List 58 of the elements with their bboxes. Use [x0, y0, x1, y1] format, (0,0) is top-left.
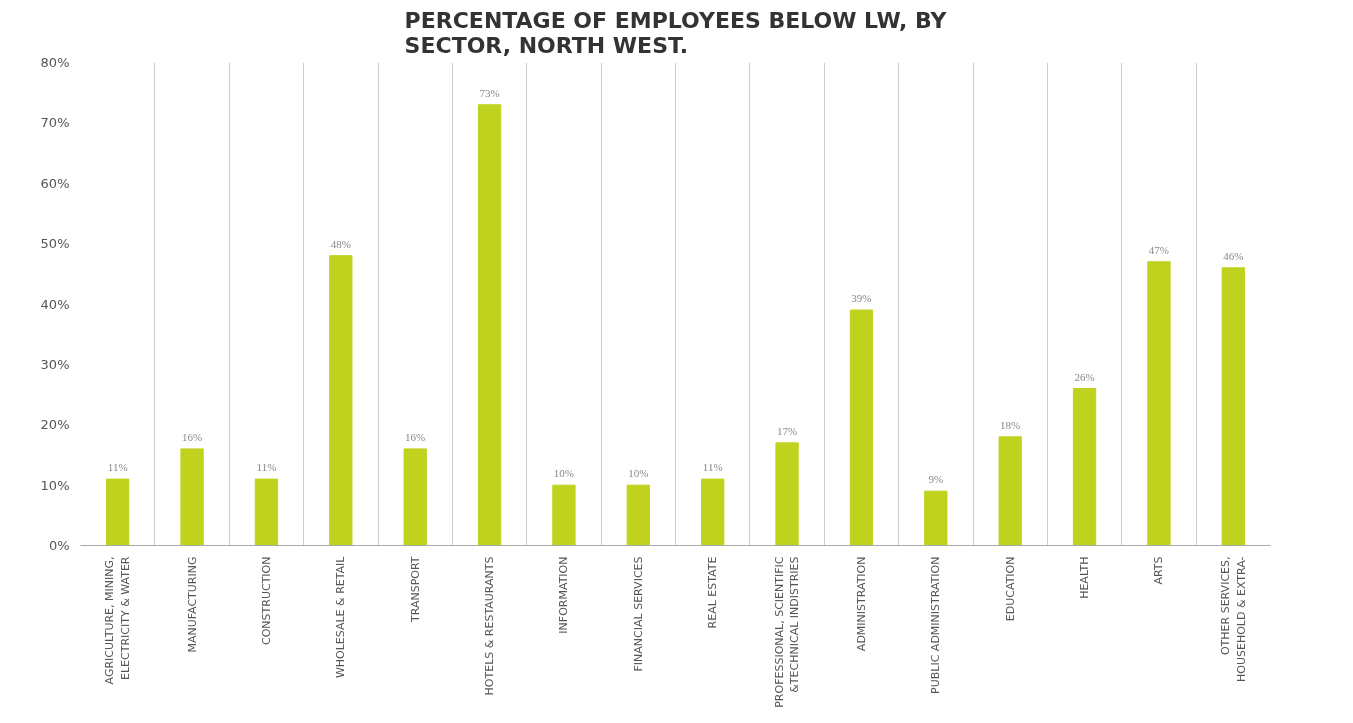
bar — [924, 490, 948, 546]
data-label: 16% — [181, 430, 203, 443]
data-label: 11% — [256, 461, 277, 474]
bar — [403, 448, 427, 546]
data-label: 10% — [628, 467, 649, 480]
bar — [998, 436, 1022, 546]
x-tick-label: ARTS — [1152, 556, 1166, 585]
x-tick-label: MANUFACTURING — [185, 556, 199, 653]
bar — [849, 309, 874, 546]
y-tick-label: 10% — [40, 477, 70, 493]
bar — [626, 484, 650, 546]
chart-title: PERCENTAGE OF EMPLOYEES BELOW LW, BY SECTOR, NORTH WEST. — [404, 7, 948, 58]
data-label: 48% — [330, 237, 351, 250]
data-label: 26% — [1074, 370, 1095, 383]
data-label: 47% — [1148, 243, 1170, 256]
x-tick-label: ADMINISTRATION — [854, 556, 868, 652]
x-tick-label: PUBLIC ADMINISTRATION — [929, 556, 943, 694]
bar — [1072, 388, 1097, 546]
y-tick-label: 70% — [40, 115, 70, 131]
y-tick-label: 0% — [48, 538, 70, 553]
data-label: 17% — [776, 424, 798, 437]
data-label: 73% — [479, 86, 500, 99]
y-tick-label: 80% — [40, 55, 70, 70]
y-tick-label: 30% — [40, 356, 70, 372]
data-label: 11% — [702, 461, 723, 474]
bar — [106, 478, 130, 546]
data-label: 46% — [1223, 249, 1244, 262]
x-tick-label: EDUCATION — [1003, 556, 1017, 622]
x-tick-label: PROFESSIONAL, SCIENTIFIC &TECHNICAL INDISTRIES — [772, 556, 802, 708]
data-label: 16% — [405, 430, 426, 443]
x-tick-label: CONSTRUCTION — [259, 556, 273, 645]
y-tick-label: 40% — [40, 296, 70, 312]
y-tick-label: 50% — [40, 236, 70, 252]
x-tick-label: TRANSPORT — [408, 556, 422, 624]
data-label: 9% — [928, 473, 944, 486]
bar — [701, 478, 725, 546]
x-tick-label: REAL ESTATE — [706, 556, 720, 629]
data-label: 18% — [1000, 418, 1021, 431]
bar — [180, 448, 204, 546]
data-label: 10% — [553, 467, 575, 480]
data-label: 11% — [107, 461, 128, 474]
x-tick-label: WHOLESALE & RETAIL — [334, 555, 348, 679]
bar — [477, 104, 502, 546]
x-tick-label: INFORMATION — [557, 556, 571, 634]
y-tick-label: 20% — [40, 417, 70, 433]
x-tick-label: HEALTH — [1078, 556, 1092, 599]
bar — [775, 442, 799, 546]
bar — [552, 484, 576, 546]
data-label: 39% — [851, 292, 872, 305]
bar — [1221, 267, 1245, 546]
bar — [1147, 261, 1171, 546]
y-tick-label: 60% — [40, 175, 70, 191]
bar — [329, 255, 353, 546]
bar — [254, 478, 279, 546]
x-tick-label: AGRICULTURE, MINING, ELECTRICITY & WATER — [103, 556, 132, 685]
x-tick-label: HOTELS & RESTAURANTS — [483, 556, 497, 696]
x-tick-label: FINANCIAL SERVICES — [631, 556, 645, 672]
x-tick-label: OTHER SERVICES, HOUSEHOLD & EXTRA- — [1219, 556, 1248, 682]
